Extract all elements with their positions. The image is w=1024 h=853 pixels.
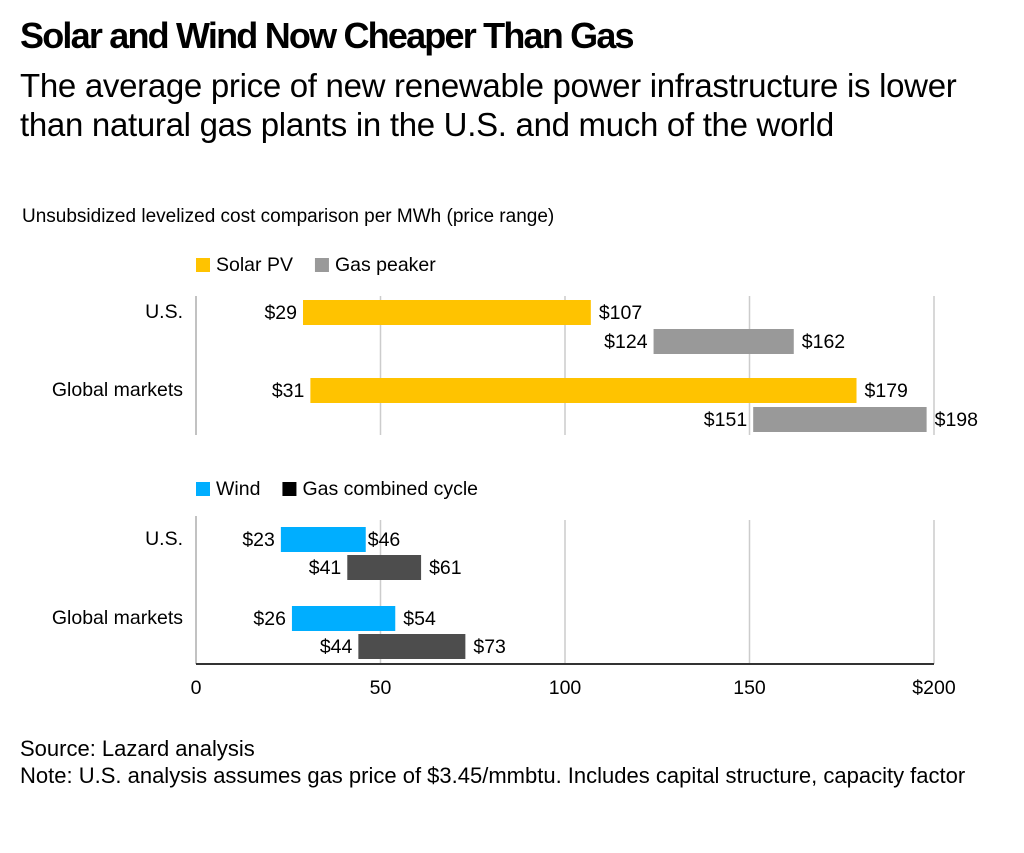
range-bar [753,407,927,432]
bar-min-label: $124 [604,331,648,353]
chart-footer: Source: Lazard analysis Note: U.S. analy… [20,735,1020,789]
legend-swatch [282,482,297,496]
x-tick-label: 100 [549,677,582,699]
bar-min-label: $44 [320,636,353,658]
bar-min-label: $31 [272,380,305,402]
units-label: Unsubsidized levelized cost comparison p… [22,206,555,227]
bar-max-label: $61 [429,557,462,579]
range-bar [653,329,794,354]
bar-max-label: $46 [368,529,401,551]
range-bar [310,378,857,403]
footnote: Note: U.S. analysis assumes gas price of… [20,763,966,788]
range-bar [280,527,366,552]
category-label: U.S. [145,528,183,550]
category-label: Global markets [52,379,183,401]
legend-label: Solar PV [216,254,293,276]
chart-subtitle: The average price of new renewable power… [20,67,957,143]
category-label: Global markets [52,607,183,629]
range-bar [347,555,422,580]
legend-label: Wind [216,478,260,500]
chart-title: Solar and Wind Now Cheaper Than Gas [20,15,635,56]
bar-max-label: $179 [865,380,908,402]
x-tick-label: 0 [191,677,202,699]
bar-min-label: $29 [264,302,297,324]
legend-swatch [196,482,210,496]
bar-min-label: $41 [309,557,342,579]
x-tick-label: 50 [370,677,392,699]
bar-min-label: $26 [253,608,286,630]
range-bar [303,300,591,325]
legend-swatch [314,258,329,272]
bar-min-label: $151 [704,409,747,431]
legend-label: Gas combined cycle [302,478,478,500]
x-tick-label: $200 [912,677,956,699]
range-bar [291,606,396,631]
legend-swatch [196,258,210,272]
bar-max-label: $162 [802,331,845,353]
bar-max-label: $107 [599,302,642,324]
source-note: Source: Lazard analysis [20,736,255,761]
range-bar [358,634,466,659]
legend-label: Gas peaker [335,254,436,276]
category-label: U.S. [145,301,183,323]
bar-max-label: $73 [473,636,506,658]
bar-max-label: $54 [403,608,436,630]
x-tick-label: 150 [733,677,766,699]
bar-max-label: $198 [935,409,978,431]
bar-min-label: $23 [242,529,275,551]
